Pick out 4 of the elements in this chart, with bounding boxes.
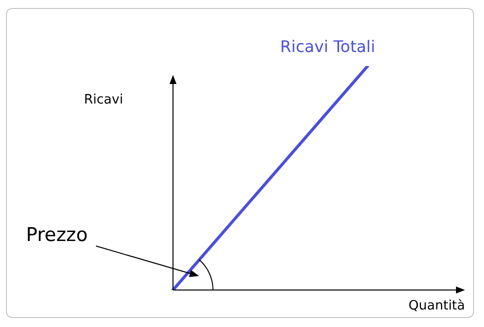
text: Prezzo <box>26 224 88 246</box>
x-axis-title: Quantità <box>408 298 465 314</box>
y-axis-title: Ricavi <box>84 92 124 108</box>
series-label: Ricavi Totali <box>280 37 376 56</box>
